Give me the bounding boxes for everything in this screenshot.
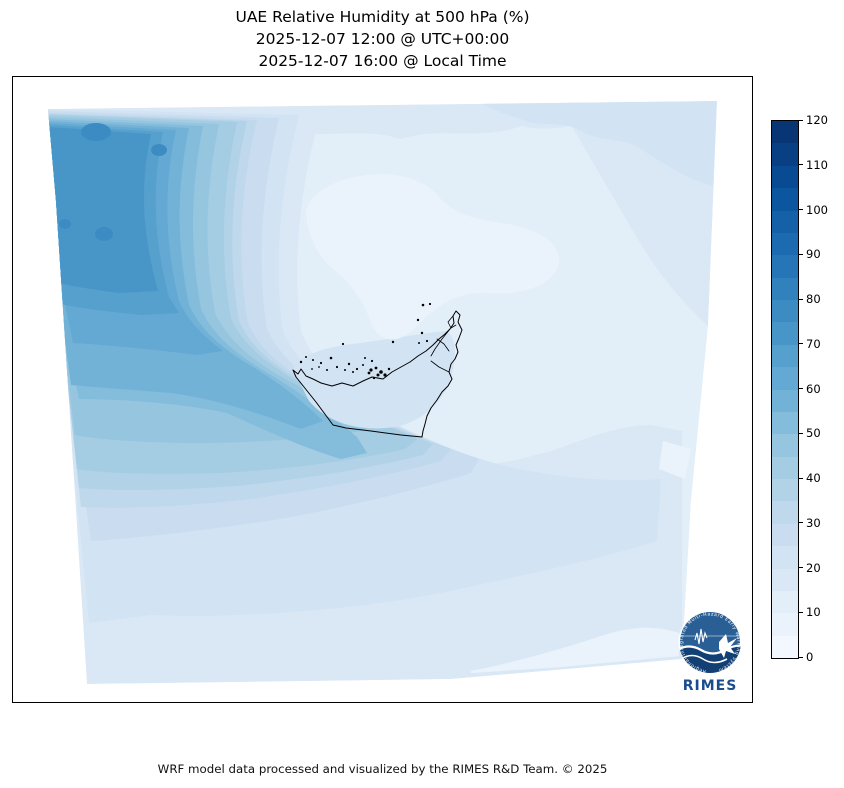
colorbar-segment <box>772 569 798 591</box>
colorbar-segment <box>772 278 798 300</box>
humidity-contour-map <box>13 77 753 703</box>
colorbar-segment <box>772 121 798 143</box>
title-line-3: 2025-12-07 16:00 @ Local Time <box>12 50 753 72</box>
colorbar-segment <box>772 300 798 322</box>
colorbar-tick <box>798 657 803 658</box>
colorbar-tick-label: 70 <box>806 337 821 351</box>
colorbar-tick <box>798 164 803 165</box>
logo-name-text: RIMES <box>683 678 738 694</box>
colorbar-segment <box>772 255 798 277</box>
colorbar-tick <box>798 209 803 210</box>
colorbar-tick-label: 120 <box>806 113 828 127</box>
colorbar-tick-label: 100 <box>806 203 828 217</box>
colorbar-segment <box>772 457 798 479</box>
title-line-2: 2025-12-07 12:00 @ UTC+00:00 <box>12 28 753 50</box>
colorbar-segment <box>772 143 798 165</box>
colorbar-tick-label: 90 <box>806 247 821 261</box>
colorbar-segment <box>772 591 798 613</box>
footer-credit: WRF model data processed and visualized … <box>12 762 753 776</box>
colorbar-segment <box>772 636 798 658</box>
colorbar-tick-label: 80 <box>806 292 821 306</box>
colorbar-segment <box>772 412 798 434</box>
colorbar-tick-label: 0 <box>806 650 813 664</box>
colorbar-tick-label: 20 <box>806 561 821 575</box>
colorbar-segment <box>772 546 798 568</box>
colorbar-segment <box>772 345 798 367</box>
colorbar-tick-label: 40 <box>806 471 821 485</box>
figure-title: UAE Relative Humidity at 500 hPa (%) 202… <box>12 6 753 72</box>
colorbar-tick <box>798 522 803 523</box>
colorbar <box>771 120 799 659</box>
colorbar-tick <box>798 343 803 344</box>
colorbar-segment <box>772 233 798 255</box>
colorbar-tick-label: 10 <box>806 605 821 619</box>
colorbar-tick <box>798 388 803 389</box>
colorbar-segment <box>772 613 798 635</box>
colorbar-tick <box>798 120 803 121</box>
colorbar-tick-label: 30 <box>806 516 821 530</box>
colorbar-segment <box>772 367 798 389</box>
colorbar-tick-label: 50 <box>806 426 821 440</box>
colorbar-tick <box>798 433 803 434</box>
colorbar-tick <box>798 299 803 300</box>
colorbar-segment <box>772 434 798 456</box>
colorbar-segment <box>772 188 798 210</box>
title-line-1: UAE Relative Humidity at 500 hPa (%) <box>12 6 753 28</box>
colorbar-segment <box>772 501 798 523</box>
colorbar-segment <box>772 390 798 412</box>
colorbar-tick <box>798 612 803 613</box>
colorbar-tick <box>798 567 803 568</box>
colorbar-tick-label: 60 <box>806 382 821 396</box>
colorbar-tick <box>798 478 803 479</box>
colorbar-tick-label: 110 <box>806 158 828 172</box>
rimes-logo: Regional Integrated Multi-Hazard Early W… <box>669 606 751 696</box>
map-axes-frame <box>12 76 753 703</box>
contour-fill-layers <box>48 101 717 684</box>
colorbar-tick <box>798 254 803 255</box>
colorbar-segment <box>772 211 798 233</box>
colorbar-segment <box>772 479 798 501</box>
colorbar-segment <box>772 322 798 344</box>
colorbar-segment <box>772 166 798 188</box>
colorbar-segment <box>772 524 798 546</box>
